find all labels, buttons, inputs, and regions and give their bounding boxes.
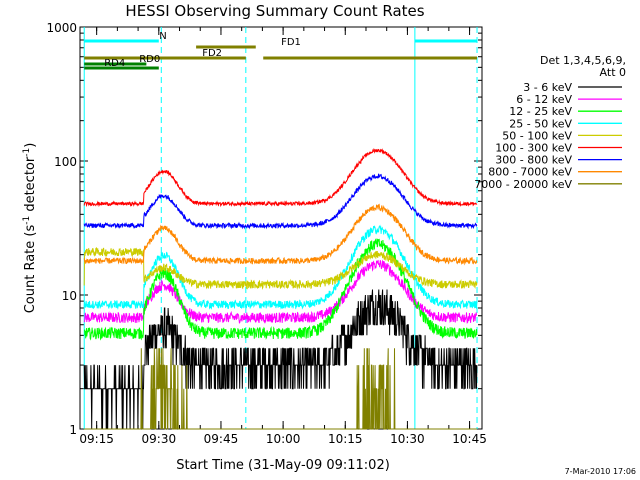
series-line: [83, 203, 478, 266]
y-tick-label: 10: [62, 289, 77, 303]
series-line: [84, 348, 477, 430]
series-line: [83, 247, 478, 290]
legend-label: 12 - 25 keV: [509, 105, 572, 118]
legend-label: 7000 - 20000 keV: [474, 178, 572, 191]
series-line: [83, 173, 478, 230]
flag-label: N: [159, 31, 166, 42]
x-tick-label: 10:45: [452, 432, 487, 446]
series-line: [83, 238, 478, 341]
legend-label: 300 - 800 keV: [495, 154, 572, 167]
y-tick-label: 1: [69, 423, 77, 437]
chart-title: HESSI Observing Summary Count Rates: [125, 2, 424, 20]
y-tick-label: 1000: [46, 21, 77, 35]
y-tick-label: 100: [54, 155, 77, 169]
legend-label: 50 - 100 keV: [502, 129, 572, 142]
flag-label: RD4: [104, 58, 125, 69]
x-tick-label: 09:30: [142, 432, 177, 446]
x-tick-label: 10:30: [390, 432, 425, 446]
flag-label: FD2: [202, 48, 222, 59]
x-axis-label: Start Time (31-May-09 09:11:02): [176, 458, 390, 473]
legend-label: 100 - 300 keV: [495, 142, 572, 155]
legend-label: 3 - 6 keV: [523, 81, 572, 94]
x-tick-label: 09:45: [204, 432, 239, 446]
legend-label: 6 - 12 keV: [516, 93, 572, 106]
series-line: [83, 148, 478, 208]
y-axis-label: Count Rate (s-1 detector-1): [22, 143, 38, 314]
legend-label: 800 - 7000 keV: [488, 166, 572, 179]
series-line: [83, 289, 478, 430]
x-tick-label: 10:15: [328, 432, 363, 446]
series-layer: [83, 148, 478, 430]
legend-header-line2: Att 0: [600, 66, 626, 79]
flags-layer: N FD1 FD2 RD0 RD4: [84, 31, 478, 70]
legend-label: 25 - 50 keV: [509, 117, 572, 130]
flag-label: RD0: [139, 54, 160, 65]
flag-label: FD1: [281, 37, 301, 48]
x-tick-label: 10:00: [266, 432, 301, 446]
footer-date: 7-Mar-2010 17:06: [565, 467, 636, 476]
x-tick-label: 09:15: [79, 432, 114, 446]
axes-layer: 09:15 09:30 09:45 10:00 10:15 10:30 10:45 1 10 10…: [46, 21, 486, 446]
legend-header-line1: Det 1,3,4,5,6,9,: [540, 54, 626, 67]
